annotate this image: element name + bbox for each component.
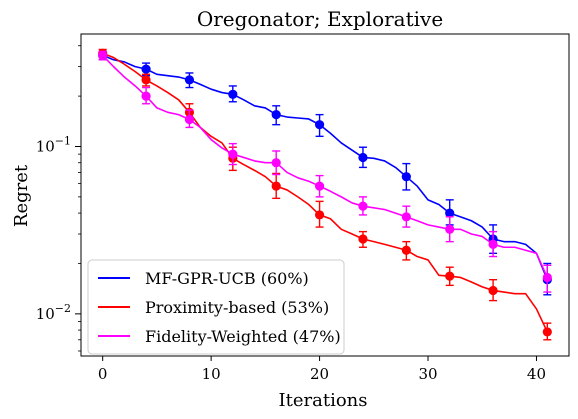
data-point-1-5 [314, 210, 325, 220]
data-point-2-7 [401, 212, 411, 222]
data-point-0-3 [228, 89, 238, 99]
data-point-2-8 [445, 224, 455, 234]
x-tick-label-2: 20 [310, 365, 329, 383]
data-point-1-4 [271, 181, 281, 191]
x-axis-label: Iterations [279, 390, 368, 411]
data-point-0-7 [401, 172, 411, 182]
legend: MF-GPR-UCB (60%) Proximity-based (53%) Fid… [87, 259, 345, 355]
y-tick-label-0: 10−2 [36, 302, 71, 323]
axis-ticks: 0 10 20 30 40 10−2 10−1 [36, 45, 546, 383]
data-point-0-6 [358, 152, 368, 163]
series-line-0 [102, 54, 549, 280]
data-point-2-9 [488, 239, 498, 250]
series-line-2 [102, 54, 549, 278]
series-line-1 [102, 52, 549, 333]
data-point-1-7 [401, 245, 411, 255]
data-point-2-10 [542, 272, 552, 283]
x-tick-label-0: 0 [98, 365, 108, 383]
data-point-2-5 [314, 181, 325, 191]
chart-title: Oregonator; Explorative [197, 7, 443, 31]
legend-box [87, 259, 345, 355]
data-point-1-10 [542, 327, 552, 337]
data-point-2-6 [358, 201, 368, 211]
data-point-0-2 [184, 75, 195, 85]
data-point-0-5 [314, 120, 325, 130]
data-point-2-0 [98, 50, 108, 61]
data-point-1-1 [141, 75, 151, 85]
plot-frame [80, 33, 570, 357]
data-point-2-2 [184, 114, 195, 125]
x-tick-label-4: 40 [527, 365, 546, 383]
x-tick-label-3: 30 [418, 365, 437, 383]
y-axis-label: Regret [11, 164, 32, 227]
data-point-2-3 [228, 149, 238, 159]
x-tick-label-1: 10 [202, 365, 221, 383]
data-point-1-6 [358, 234, 368, 244]
data-point-1-9 [488, 285, 498, 296]
data-point-2-1 [141, 91, 151, 101]
plot-area [98, 48, 552, 341]
data-point-0-4 [271, 110, 281, 120]
data-point-0-1 [141, 64, 151, 74]
legend-label-1: Proximity-based (53%) [145, 298, 329, 317]
y-tick-label-1: 10−1 [36, 134, 71, 155]
data-point-1-8 [445, 271, 455, 281]
data-point-0-8 [445, 208, 455, 218]
legend-label-0: MF-GPR-UCB (60%) [145, 269, 309, 288]
legend-label-2: Fidelity-Weighted (47%) [145, 327, 341, 346]
data-point-2-4 [271, 158, 281, 168]
